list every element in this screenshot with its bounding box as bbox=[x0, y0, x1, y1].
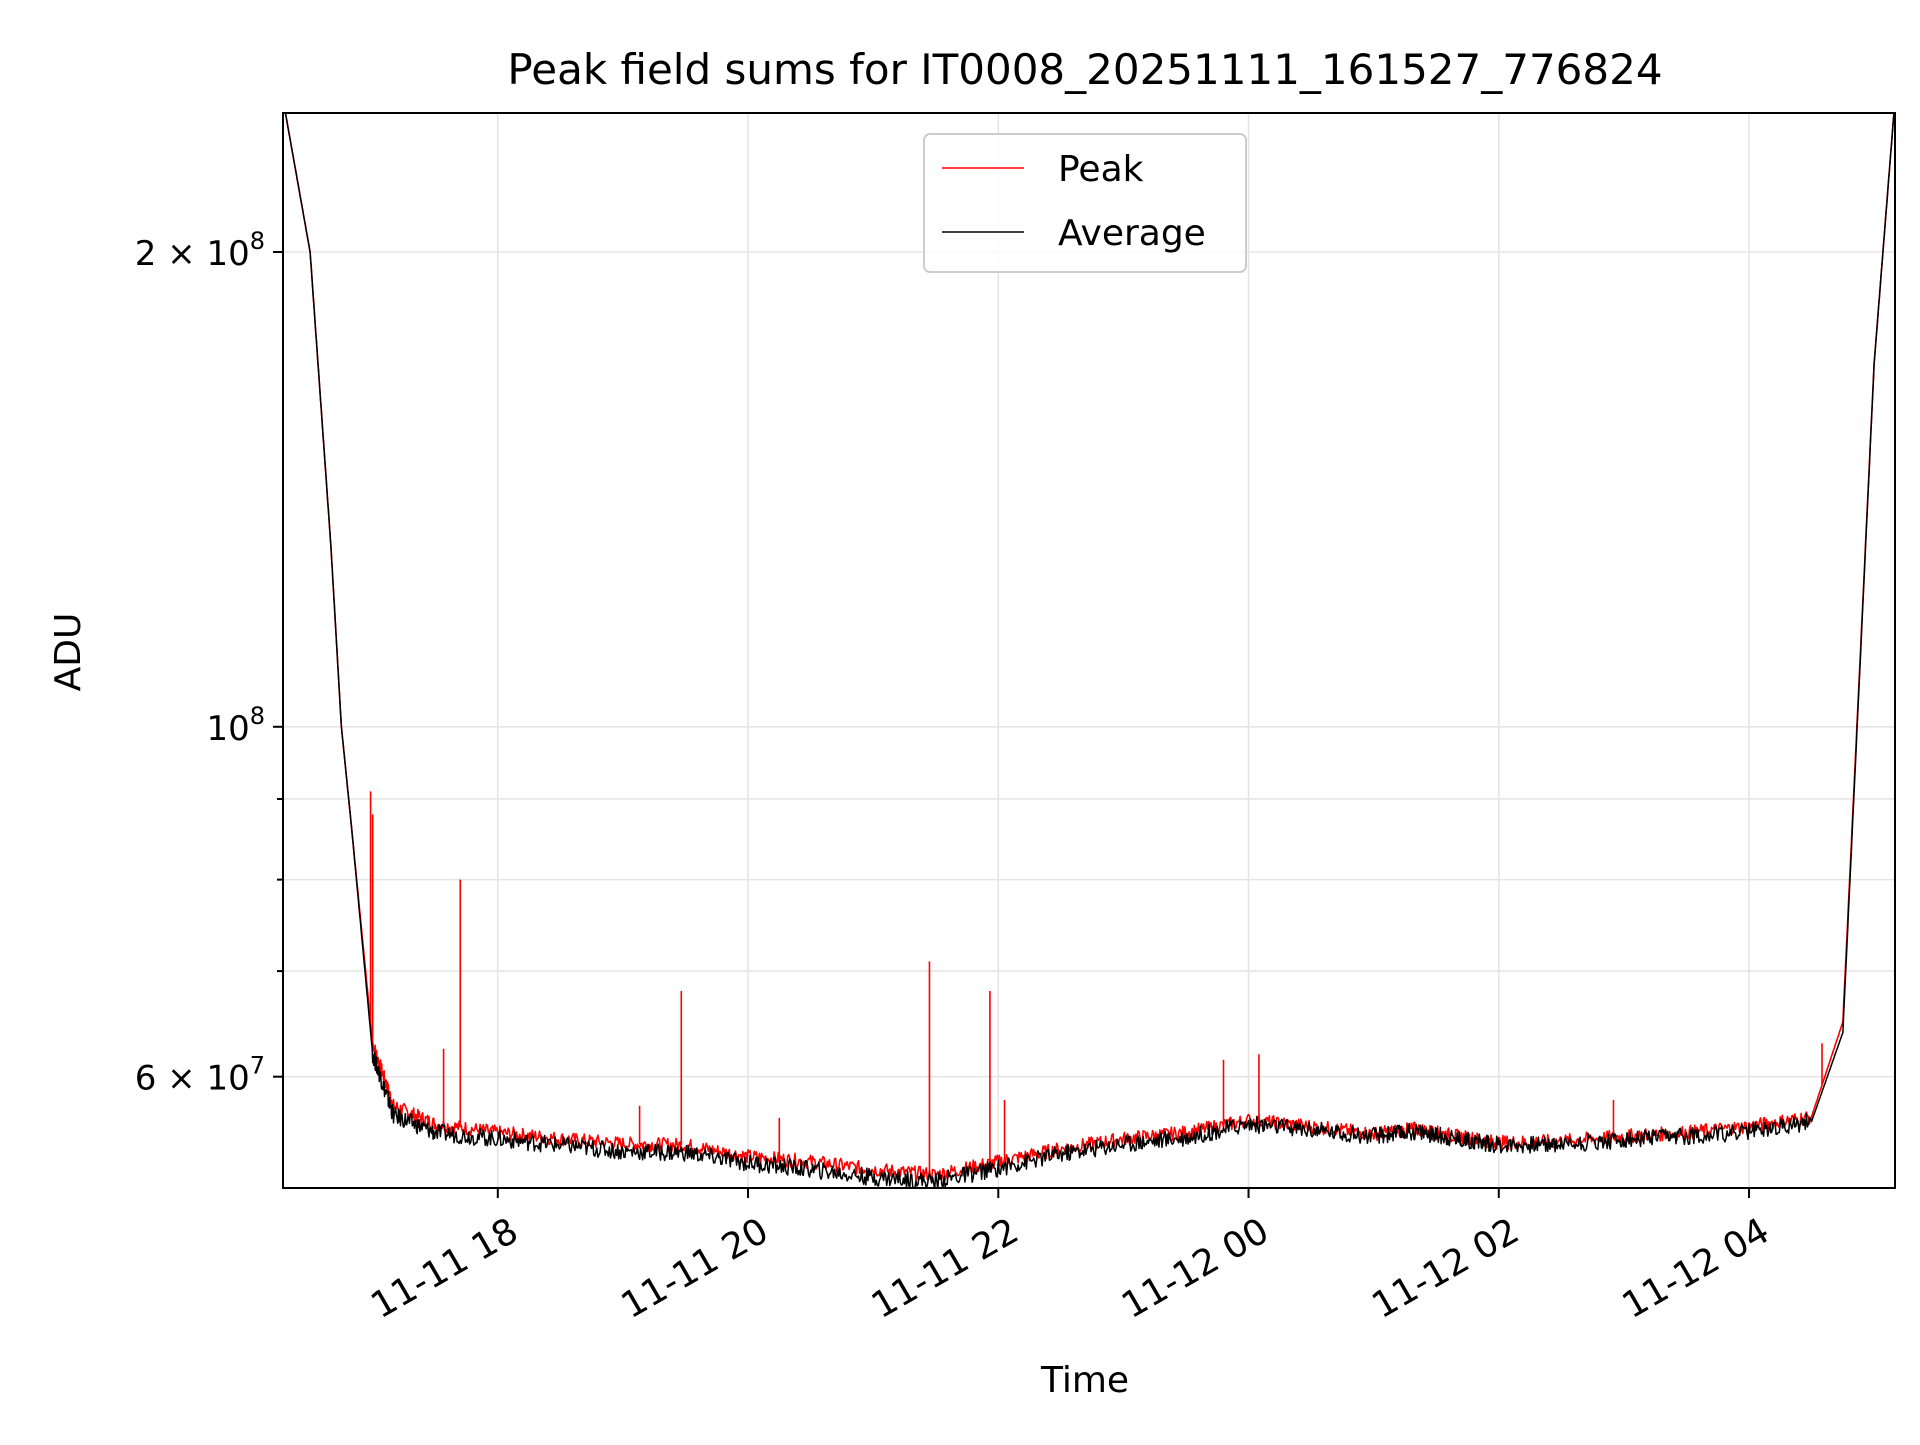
chart-title: Peak field sums for IT0008_20251111_1615… bbox=[507, 45, 1662, 94]
y-axis-label: ADU bbox=[48, 613, 89, 692]
y-tick-label-base: 2 × 10 bbox=[135, 234, 250, 274]
y-tick-label: 2 × 108 bbox=[135, 227, 265, 274]
y-tick-label-base: 6 × 10 bbox=[135, 1059, 250, 1099]
y-tick-label: 6 × 107 bbox=[135, 1052, 265, 1099]
y-tick-label-exponent: 8 bbox=[250, 227, 265, 255]
series-layer bbox=[284, 113, 1895, 1188]
series-average-line bbox=[284, 113, 1895, 1188]
plot-area bbox=[282, 112, 1896, 1189]
grid-lines bbox=[283, 113, 1895, 1188]
legend-average-label: Average bbox=[1058, 213, 1206, 254]
y-tick-label-exponent: 7 bbox=[250, 1052, 265, 1080]
y-tick-label-exponent: 8 bbox=[250, 702, 265, 730]
y-tick-label: 108 bbox=[206, 702, 265, 749]
legend: Peak Average bbox=[923, 133, 1247, 273]
x-axis-label: Time bbox=[1040, 1360, 1129, 1401]
y-tick-label-base: 10 bbox=[206, 709, 249, 749]
axes-frame bbox=[282, 112, 1896, 1189]
legend-peak-label: Peak bbox=[1058, 149, 1144, 190]
